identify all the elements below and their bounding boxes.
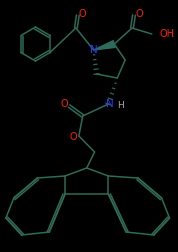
Text: O: O <box>79 9 87 19</box>
Text: N: N <box>90 45 98 55</box>
Text: N: N <box>106 99 114 109</box>
Text: O: O <box>135 9 143 19</box>
Text: OH: OH <box>160 29 175 39</box>
Text: O: O <box>69 132 77 142</box>
Polygon shape <box>94 41 115 50</box>
Text: H: H <box>117 101 124 110</box>
Text: O: O <box>60 99 68 109</box>
